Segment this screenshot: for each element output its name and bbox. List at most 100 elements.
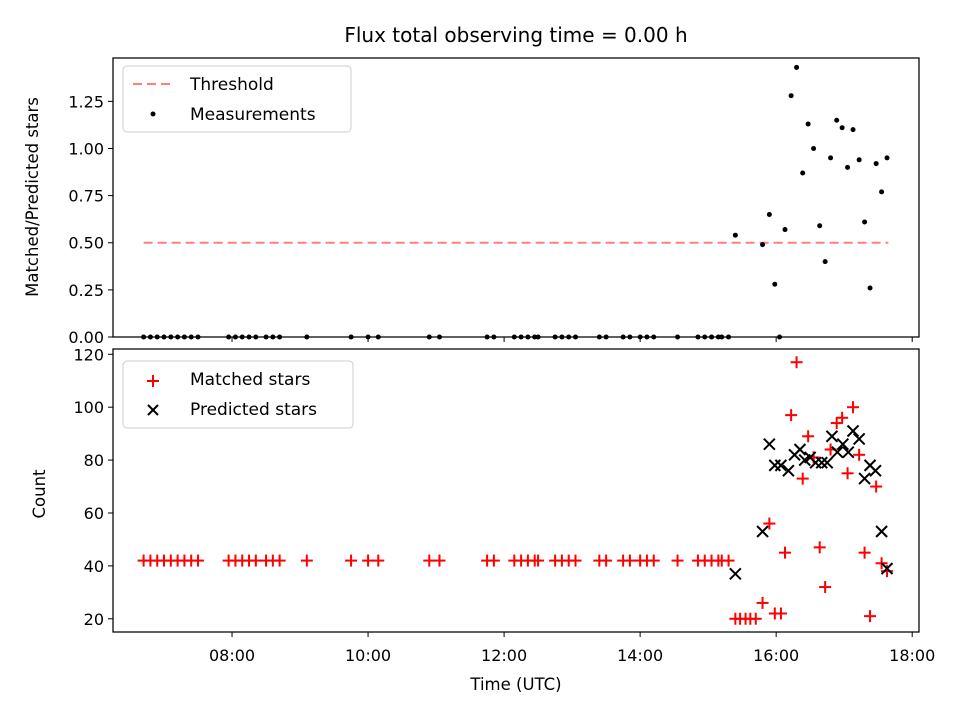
matched-star-point [853,448,866,461]
x-tick-label: 10:00 [345,646,391,665]
measurement-point [862,219,868,225]
measurement-point [867,285,873,291]
matched-star-point [847,401,860,414]
matched-star-point [532,554,545,567]
matched-star-point [785,409,798,422]
predicted-star-point [763,438,776,451]
matched-star-point [192,554,205,567]
matched-star-point [345,554,358,567]
predicted-star-point [831,445,844,459]
measurement-point [805,121,811,127]
measurement-point [782,227,788,233]
x-tick-label: 12:00 [481,646,527,665]
predicted-star-point [858,472,871,485]
measurement-point [817,223,823,229]
matched-star-point [647,554,660,567]
matched-star-point [802,430,815,443]
top-panel: 0.00 0.25 0.50 0.75 1.00 1.25 Matched/Predict… [23,57,920,347]
bottom-y-tick-label: 40 [84,557,104,576]
measurement-point [845,164,851,170]
predicted-star-point [880,562,894,575]
measurement-point [884,155,890,161]
top-y-tick-label: 1.25 [68,92,104,111]
matched-star-point [273,554,286,567]
bottom-y-tick-label: 120 [73,345,104,364]
top-plot-frame [112,57,920,338]
matched-star-point [623,554,636,567]
matched-star-point [756,596,769,609]
matched-star-point [487,554,500,567]
predicted-legend-marker [147,404,159,416]
matched-star-point [836,411,849,424]
x-tick-label: 16:00 [753,646,799,665]
measurement-point [794,64,800,70]
predicted-star-point [729,567,742,581]
bottom-panel: 20 40 60 80 100 120 08:00 10:00 12:00 14:00 16:00 1… [30,345,935,694]
matched-star-point [362,554,375,567]
bottom-y-tick-label: 20 [84,610,104,629]
bottom-plot-frame [112,348,920,633]
matched-star-point [881,565,894,578]
predicted-star-point [756,525,769,538]
predicted-star-point [836,438,850,451]
bottom-y-tick-label: 100 [73,398,104,417]
matched-star-point [790,356,803,369]
measurement-point [850,127,856,133]
predicted-star-point [869,464,882,477]
predicted-star-point [793,443,807,456]
matched-star-point [819,581,832,594]
measurement-point [811,145,817,151]
predicted-star-point [782,464,795,477]
predicted-star-point [875,525,888,538]
measurement-point [879,189,885,195]
measurement-point [839,125,845,131]
measurement-point [834,117,840,123]
matched-star-point [749,612,762,625]
matched-star-point [300,554,313,567]
top-y-tick-label: 0.50 [68,234,104,253]
x-tick-label: 18:00 [889,646,935,665]
predicted-star-point [852,432,866,446]
predicted-star-point [774,459,788,472]
matched-star-point [864,610,877,623]
measurement-point [856,157,862,163]
predicted-star-point [820,456,834,469]
measurement-point [800,170,806,176]
predicted-star-point [809,456,822,469]
top-legend-box [122,65,352,133]
bottom-legend-box [122,360,354,429]
measurements-legend-label: Measurements [190,105,316,125]
predicted-star-point [842,445,855,459]
threshold-legend-label: Threshold [189,75,274,95]
matched-star-point [423,554,436,567]
matched-star-point [372,554,385,567]
matched-legend-label: Matched stars [190,370,310,390]
measurement-point [766,211,772,217]
predicted-star-point [815,456,828,469]
bottom-legend: Matched stars Predicted stars [122,360,354,429]
top-y-tick-label: 0.25 [68,281,104,300]
x-tick-label: 14:00 [617,646,663,665]
top-y-tick-label: 1.00 [68,139,104,158]
top-y-axis-label: Matched/Predicted stars [23,97,42,297]
matched-star-point [858,546,871,559]
top-y-tick-label: 0.00 [68,328,104,347]
matched-star-point [433,554,446,567]
measurement-point [788,93,794,99]
predicted-legend-label: Predicted stars [190,400,317,420]
matched-star-point [671,554,684,567]
matched-star-point [249,554,262,567]
measurement-point [828,155,834,161]
predicted-star-point [825,430,839,443]
measurement-point [760,242,766,248]
measurement-point [772,281,778,287]
measurement-point [732,232,738,238]
bottom-y-tick-label: 60 [84,504,104,523]
measurement-point [822,259,828,265]
bottom-y-tick-label: 80 [84,451,104,470]
chart-title: Flux total observing time = 0.00 h [344,23,687,47]
matched-legend-marker [147,375,159,387]
measurements-legend-marker [150,111,156,117]
matched-star-point [600,554,613,567]
